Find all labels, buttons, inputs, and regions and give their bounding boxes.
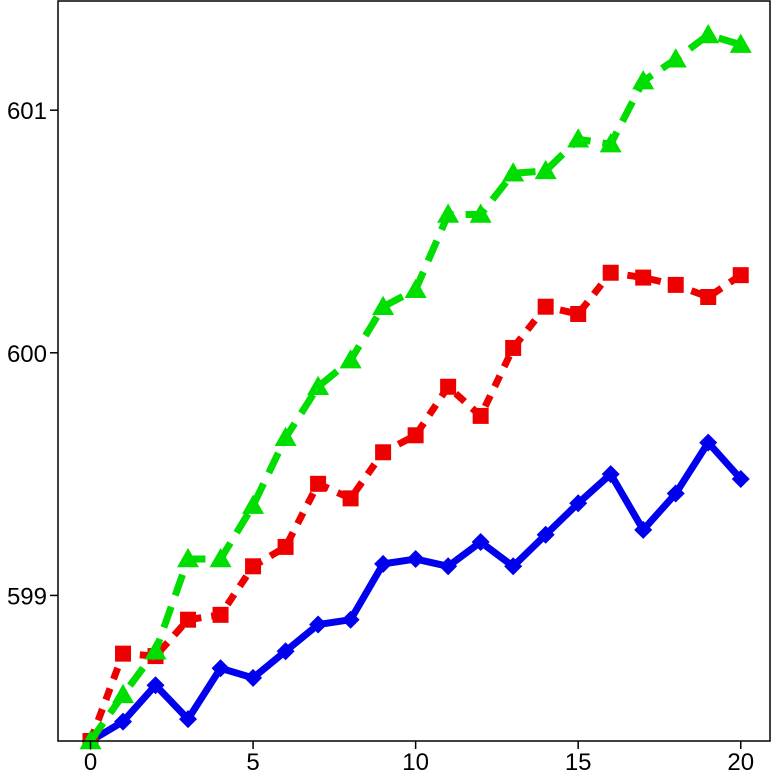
data-point [504,557,523,576]
data-point [209,548,232,568]
data-point [697,23,720,44]
data-point [339,349,362,369]
data-point [114,712,133,731]
data-point [536,525,555,544]
data-point [374,554,393,573]
data-point [567,128,590,148]
data-point [115,645,132,662]
y-tick-label: 601 [7,98,47,125]
data-point [375,444,392,461]
data-point [437,203,460,223]
data-point [599,133,622,153]
series-3 [79,23,752,750]
data-point [342,490,359,507]
data-point [274,426,297,446]
data-point [635,269,652,286]
axis-layer: 0 5 10 15 20 599 600 601 [7,98,754,772]
data-point [372,295,395,315]
data-point [310,475,327,492]
data-point [244,668,263,687]
data-point [729,33,752,53]
data-point [439,557,458,576]
plot-frame [57,0,771,742]
data-point [277,538,294,555]
data-point [440,378,457,395]
data-point [177,548,200,568]
data-point [534,159,557,180]
data-point [309,615,328,634]
data-point [276,642,295,661]
data-point [502,162,525,182]
y-tick-label: 599 [7,583,47,610]
data-point [469,203,492,223]
data-point [731,469,750,488]
data-point [406,550,425,569]
data-point [245,558,262,575]
data-point [242,494,265,514]
data-point [341,610,360,629]
data-point [537,298,554,315]
data-point [471,533,490,552]
data-point [602,264,619,281]
x-tick-label: 15 [565,749,592,772]
data-point [307,375,330,396]
data-point [601,465,620,484]
data-point [569,494,588,513]
data-point [180,611,197,628]
x-tick-label: 10 [402,749,429,772]
data-point [112,683,135,704]
data-point [700,289,717,305]
data-point [146,676,165,695]
data-point [664,48,687,68]
data-point [666,484,685,503]
data-point [472,407,489,424]
data-point [212,606,229,623]
series-line [87,269,743,743]
data-point [632,70,655,90]
data-point [179,710,198,729]
series-layer [79,23,752,750]
data-point [144,640,167,660]
x-tick-label: 5 [246,749,259,772]
x-tick-label: 0 [84,749,97,772]
y-tick-label: 600 [7,341,47,368]
data-point [505,339,522,356]
data-point [634,520,653,539]
x-tick-label: 20 [727,749,754,772]
data-point [667,276,684,293]
data-point [79,730,102,750]
data-point [570,305,587,322]
data-point [732,267,749,284]
data-point [404,278,427,298]
data-point [699,433,718,452]
data-point [407,427,424,444]
data-point [211,659,230,678]
